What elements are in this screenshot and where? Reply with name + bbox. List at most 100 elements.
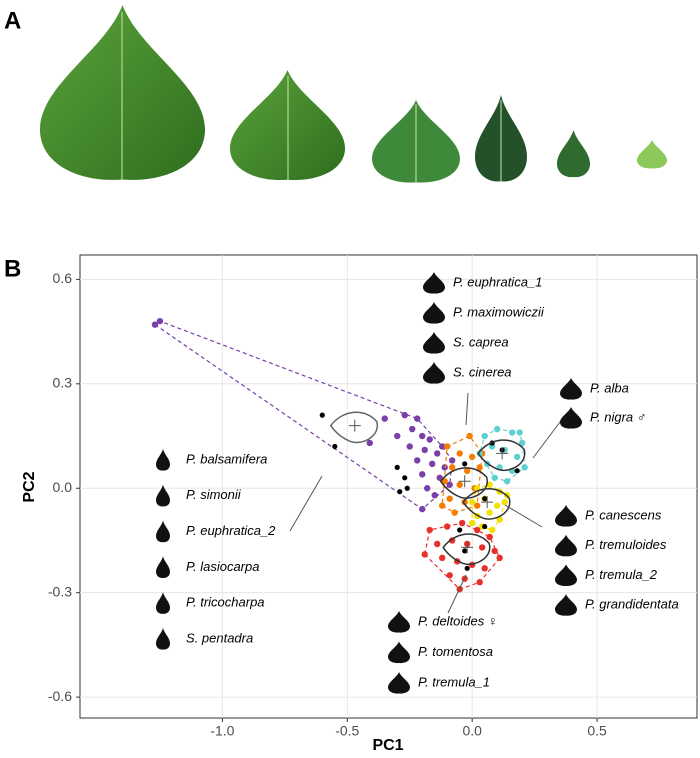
point [466,432,473,440]
leaf-photos [40,5,667,183]
leader-line [447,574,467,614]
point [461,498,468,506]
point [419,471,426,478]
point [451,509,458,516]
point [439,502,446,509]
density-contour [477,439,526,472]
point [482,523,488,530]
point [501,498,508,506]
point [409,425,416,433]
point [486,533,493,541]
point [439,554,446,562]
point [448,464,456,471]
point [406,443,413,450]
annotation: P. tomentosa [418,644,493,659]
leader-line [504,504,543,528]
point [446,481,453,488]
point [503,478,511,485]
point [513,453,521,461]
centroid [348,419,361,432]
point [493,502,501,509]
point [404,485,410,491]
density-contour [462,488,511,520]
point [516,429,523,436]
point [401,411,408,419]
point [332,443,338,450]
annotation: P. nigra ♂ [590,409,647,424]
point [493,425,501,433]
point [514,468,520,474]
y-axis-title: PC2 [21,471,38,502]
point [481,432,488,440]
annotation: P. balsamifera [186,451,267,466]
annotation: P. grandidentata [585,597,679,612]
point [496,554,503,562]
point [397,489,403,495]
annotation: P. maximowiczii [453,304,545,319]
density-contour [442,533,491,566]
centroid [458,475,471,488]
leader-line [465,392,469,426]
point [319,412,325,418]
point [426,526,433,534]
leader-line [532,417,564,459]
point [444,523,451,530]
point [446,572,453,579]
annotation: S. caprea [453,334,509,349]
x-tick-label: 0.5 [587,723,607,739]
point [518,439,526,447]
point [482,496,488,502]
point [468,453,476,461]
point [414,457,421,464]
point [508,429,516,436]
annotation: P. tricocharpa [186,595,265,610]
point [458,519,466,527]
point [462,461,468,467]
point [462,548,468,554]
annotation: P. deltoides ♀ [418,613,498,628]
point [156,317,164,325]
point [394,464,400,470]
point [426,436,433,443]
point [151,321,159,328]
panel-label: A [4,7,21,34]
point [434,540,441,548]
centroid [481,496,494,509]
hull [424,522,501,590]
point [394,432,401,440]
density-contour [439,467,488,499]
point [476,450,483,457]
y-tick-label: 0.6 [53,270,73,286]
point [431,492,438,499]
point [439,443,446,450]
point [468,498,476,506]
x-tick-label: 0.0 [462,723,482,739]
point [446,495,453,502]
y-tick-label: 0.3 [53,375,73,391]
annotation: P. tremula_2 [585,567,658,582]
point [444,443,451,450]
point [441,478,448,485]
point [473,502,481,509]
annotation: P. tremuloides [585,537,667,552]
point [381,415,388,422]
point [478,544,486,551]
point [402,475,408,481]
annotation: P. tremula_1 [418,674,490,689]
point [424,485,431,492]
point [491,547,498,555]
x-tick-label: -1.0 [210,723,234,739]
point [456,450,463,457]
annotation: P. euphratica_1 [453,274,542,289]
point [448,537,456,544]
plot-area [80,255,697,718]
x-axis-title: PC1 [372,737,403,754]
panel-label: B [4,255,21,282]
point [486,481,493,488]
y-tick-label: -0.3 [48,583,72,599]
leader-line [289,475,323,532]
point [419,432,426,440]
density-contour [329,411,379,444]
annotation: S. cinerea [453,364,512,379]
annotation: P. alba [590,380,629,395]
